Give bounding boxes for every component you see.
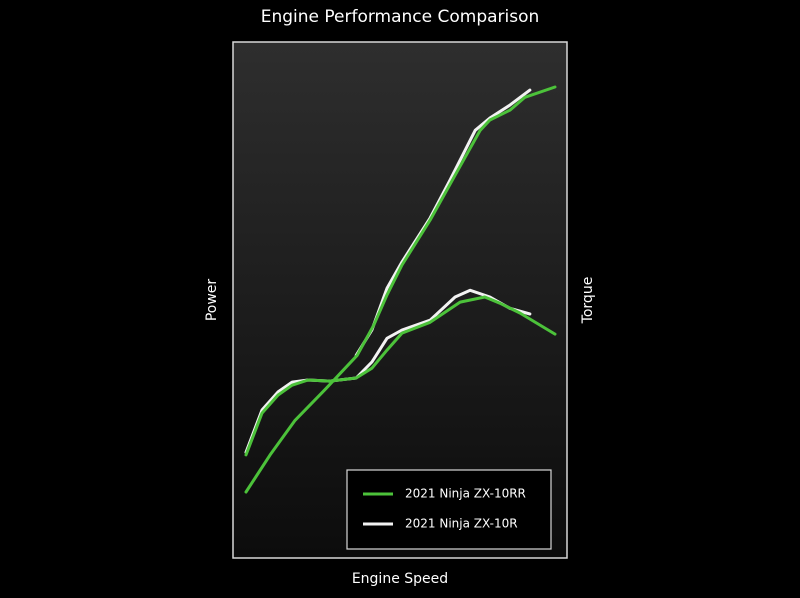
legend-label: 2021 Ninja ZX-10RR — [405, 487, 526, 501]
x-axis-label: Engine Speed — [352, 571, 448, 587]
y2-axis-label: Torque — [580, 277, 596, 325]
y-axis-label: Power — [204, 279, 220, 322]
legend — [346, 469, 552, 550]
lines — [244, 85, 557, 494]
chart-title: Engine Performance Comparison — [261, 7, 540, 27]
power-line — [244, 85, 557, 494]
legend-label: 2021 Ninja ZX-10R — [405, 517, 518, 531]
legend-entries: 2021 Ninja ZX-10RR 2021 Ninja ZX-10R — [363, 487, 526, 531]
torque-line — [244, 295, 557, 457]
torque-line — [244, 288, 532, 454]
